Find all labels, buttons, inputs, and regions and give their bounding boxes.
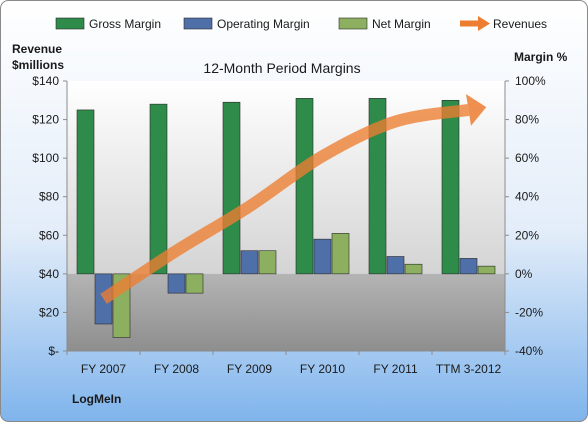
- right-tick-label: 0%: [515, 267, 533, 281]
- legend: Gross Margin Operating Margin Net Margin Re…: [55, 16, 547, 31]
- left-axis-label-line1: Revenue: [12, 42, 62, 56]
- bar-gross-margin: [368, 98, 387, 275]
- bar-net-margin: [404, 263, 423, 275]
- legend-swatch-operating-margin: [183, 17, 213, 30]
- x-category-label: FY 2011: [373, 362, 418, 376]
- right-tick-label: 60%: [515, 151, 539, 165]
- bar-net-margin: [258, 250, 277, 275]
- right-tick-label: 100%: [515, 74, 546, 88]
- left-axis: $- $20 $40 $60 $80 $100 $120 $140: [32, 74, 67, 358]
- bar-net-margin: [477, 265, 496, 275]
- left-tick-label: $140: [32, 74, 59, 88]
- left-tick-label: $120: [32, 113, 59, 127]
- chart-title: 12-Month Period Margins: [203, 60, 360, 76]
- plot-area: [66, 81, 506, 352]
- bar-series: [76, 98, 496, 338]
- legend-label: Net Margin: [372, 17, 431, 31]
- x-category-label: TTM 3-2012: [436, 362, 502, 376]
- right-tick-label: 80%: [515, 113, 539, 127]
- right-tick-label: -20%: [515, 305, 543, 319]
- bar-operating-margin: [240, 250, 259, 275]
- bar-gross-margin: [76, 109, 95, 275]
- bar-gross-margin: [295, 98, 314, 275]
- bar-gross-margin: [441, 99, 460, 275]
- bar-operating-margin: [459, 258, 478, 275]
- legend-swatch-net-margin: [338, 17, 368, 30]
- revenue-series: [100, 94, 487, 304]
- bar-operating-margin: [386, 256, 405, 275]
- x-category-label: FY 2008: [154, 362, 199, 376]
- revenue-arrowhead: [465, 94, 487, 126]
- left-axis-label-line2: $millions: [12, 58, 64, 72]
- right-axis: -40% -20% 0% 20% 40% 60% 80% 100%: [505, 74, 546, 358]
- right-tick-label: -40%: [515, 344, 543, 358]
- company-label: LogMeIn: [72, 392, 121, 406]
- bar-net-margin: [331, 233, 350, 275]
- left-tick-label: $-: [48, 344, 59, 358]
- left-tick-label: $80: [39, 190, 59, 204]
- x-axis: FY 2007 FY 2008 FY 2009 FY 2010 FY 2011 TTM 3…: [66, 351, 506, 376]
- legend-label: Operating Margin: [217, 17, 310, 31]
- legend-label: Revenues: [493, 17, 547, 31]
- left-tick-label: $40: [39, 267, 59, 281]
- x-category-label: FY 2009: [227, 362, 272, 376]
- legend-arrowhead-revenues: [478, 16, 490, 31]
- bar-operating-margin: [313, 238, 332, 275]
- right-tick-label: 40%: [515, 190, 539, 204]
- left-tick-label: $20: [39, 305, 59, 319]
- bar-gross-margin: [222, 101, 241, 275]
- legend-label: Gross Margin: [89, 17, 161, 31]
- legend-swatch-gross-margin: [55, 17, 85, 30]
- plot-lower-band: [67, 273, 505, 351]
- right-axis-label: Margin %: [514, 50, 568, 64]
- left-tick-label: $60: [39, 228, 59, 242]
- bar-gross-margin: [149, 103, 168, 275]
- x-category-label: FY 2010: [300, 362, 345, 376]
- bar-operating-margin: [167, 273, 186, 294]
- bar-net-margin: [185, 273, 204, 294]
- right-tick-label: 20%: [515, 228, 539, 242]
- left-tick-label: $100: [32, 151, 59, 165]
- revenue-line: [100, 103, 470, 304]
- x-category-label: FY 2007: [81, 362, 126, 376]
